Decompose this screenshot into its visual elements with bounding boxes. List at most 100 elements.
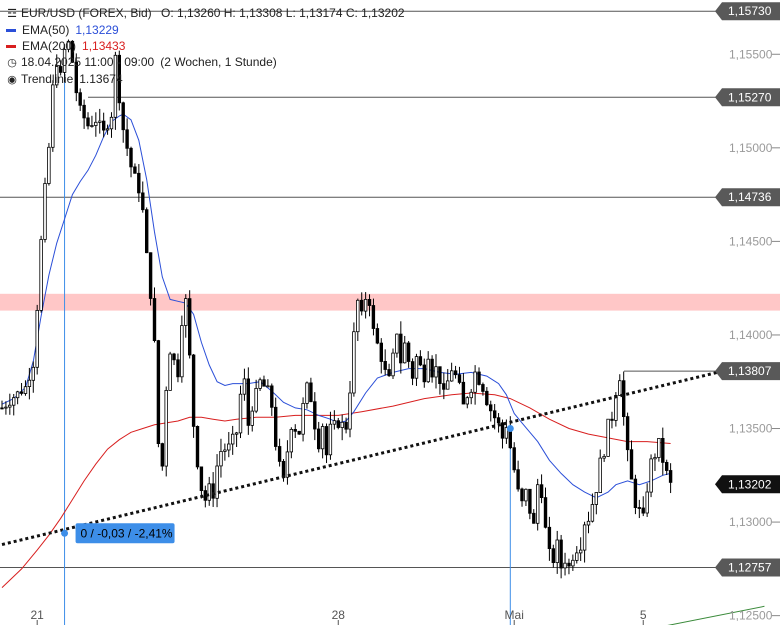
trend-marker[interactable] (506, 425, 514, 433)
ema200-swatch (6, 45, 16, 49)
trendline[interactable] (1, 370, 718, 546)
price-level-label-bg[interactable] (715, 362, 780, 381)
candle-body (528, 488, 532, 514)
candle-body (367, 298, 372, 306)
candle-body (98, 120, 102, 123)
candle-body (47, 146, 51, 184)
trend-marker[interactable] (61, 529, 69, 537)
target-icon: ◉ (7, 74, 17, 86)
candle-body (242, 378, 247, 395)
legend-instrument-row: ☲ EUR/USD (FOREX, Bid) O: 1,13260 H: 1,13… (6, 5, 405, 22)
candle-body (543, 497, 548, 528)
candle-body (35, 309, 39, 368)
measure-label-group[interactable]: 0 / -0,03 / -2,41% (75, 523, 175, 544)
candle-body (270, 385, 274, 408)
candle-body (488, 404, 493, 412)
candle-body (496, 417, 501, 424)
trend-markers[interactable] (61, 425, 514, 537)
price-level-label-bg[interactable] (715, 558, 780, 577)
candle-body (649, 458, 653, 493)
current-price-label-text: 1,13202 (728, 477, 772, 491)
legend-ema200-row[interactable]: EMA(200) 1,13433 (6, 38, 405, 54)
candle-body (281, 460, 286, 478)
candle-body (430, 358, 434, 378)
candle-body (512, 447, 516, 471)
candle-body (555, 539, 559, 564)
candle-body (438, 366, 442, 385)
candle-body (582, 524, 587, 551)
legend-ema50-row[interactable]: EMA(50) 1,13229 (6, 22, 405, 38)
clock-icon: ◷ (7, 57, 17, 69)
candle-body (579, 549, 583, 554)
candle-body (285, 451, 290, 478)
candle-body (250, 410, 254, 426)
legend-trend-row[interactable]: ◉ Trendlinie 1.13674 (6, 71, 405, 88)
candle-body (266, 385, 270, 388)
y-tick-label: 1,13500 (729, 422, 773, 436)
candlestick-series (0, 39, 673, 579)
candle-body (641, 507, 645, 514)
chart-legend: ☲ EUR/USD (FOREX, Bid) O: 1,13260 H: 1,13… (6, 5, 405, 88)
candle-body (297, 430, 301, 435)
candle-body (524, 488, 528, 502)
candle-body (195, 425, 200, 468)
legend-ema200-label: EMA(200) (22, 39, 77, 53)
candle-body (277, 446, 282, 462)
current-price-label-bg[interactable] (715, 475, 780, 494)
candle-body (227, 443, 231, 451)
legend-ema50-label: EMA(50) (22, 23, 70, 37)
candle-body (66, 40, 71, 50)
candle-body (406, 342, 411, 362)
legend-trend-label: Trendlinie (21, 72, 74, 86)
y-tick-label: 1,15500 (729, 47, 773, 61)
candle-body (187, 298, 192, 356)
candle-body (539, 484, 544, 499)
candle-body (492, 410, 497, 419)
candle-body (78, 92, 82, 106)
measure-label-text: 0 / -0,03 / -2,41% (81, 526, 173, 540)
candle-body (305, 382, 309, 404)
candle-body (211, 483, 215, 499)
y-axis: 1,12500 1,13000 1,13500 1,14000 1,14500 1,150… (729, 47, 780, 623)
candle-body (199, 466, 204, 491)
candle-body (551, 548, 555, 564)
candle-body (516, 469, 520, 490)
candle-body (133, 166, 137, 174)
candle-body (180, 325, 184, 378)
candle-body (402, 342, 407, 364)
candle-body (657, 437, 661, 458)
candle-body (293, 428, 297, 432)
candle-body (375, 328, 380, 344)
candle-body (563, 562, 567, 569)
legend-range-row[interactable]: ◷ 18.04.2025 11:00 - 09:00 (2 Wochen, 1 St… (6, 54, 405, 71)
price-level-label-text: 1,12757 (728, 561, 772, 575)
y-tick-label: 1,13000 (729, 515, 773, 529)
candle-body (59, 66, 63, 73)
candle-body (320, 426, 325, 450)
price-level-label-bg[interactable] (715, 188, 780, 207)
candle-body (70, 40, 75, 63)
candle-body (313, 401, 317, 430)
price-level-label-bg[interactable] (715, 2, 780, 21)
candle-body (473, 371, 477, 393)
bar-chart-icon[interactable]: ☲ (7, 8, 17, 20)
x-tick-label: Mai (505, 608, 524, 622)
x-tick-label: 21 (31, 608, 45, 622)
candle-body (15, 391, 20, 399)
resistance-zone (0, 293, 780, 311)
y-tick-label: 1,15000 (729, 141, 773, 155)
price-labels[interactable]: 1,15730 1,15270 1,14736 1,13807 1,12757 1,132… (715, 2, 780, 577)
candle-body (371, 305, 376, 329)
candle-body (477, 371, 481, 385)
candle-body (94, 121, 98, 126)
legend-range: 18.04.2025 11:00 - 09:00 (21, 55, 155, 69)
candle-body (602, 455, 606, 459)
legend-instrument: EUR/USD (FOREX, Bid) (21, 6, 152, 20)
ema50-line (1, 113, 671, 499)
measure-label-bg[interactable] (75, 523, 175, 544)
candle-body (51, 84, 55, 148)
price-level-label-bg[interactable] (715, 88, 780, 107)
candle-body (109, 116, 114, 130)
candle-body (336, 420, 340, 428)
